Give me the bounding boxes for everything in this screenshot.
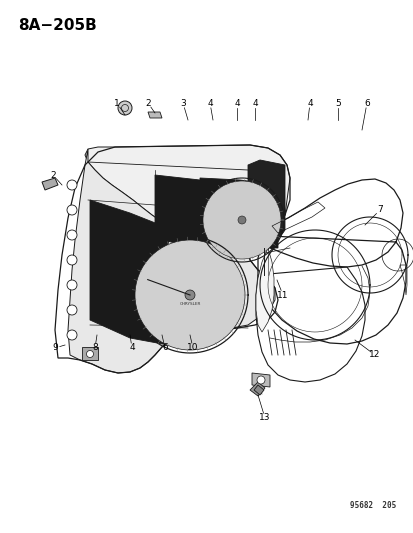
Polygon shape bbox=[199, 178, 277, 248]
Text: 5: 5 bbox=[334, 99, 340, 108]
Polygon shape bbox=[252, 373, 269, 387]
Text: 95682  205: 95682 205 bbox=[349, 501, 395, 510]
Text: 4: 4 bbox=[252, 99, 257, 108]
Circle shape bbox=[237, 216, 245, 224]
Polygon shape bbox=[90, 200, 168, 345]
Text: 8: 8 bbox=[92, 343, 97, 352]
Circle shape bbox=[67, 180, 77, 190]
Circle shape bbox=[67, 305, 77, 315]
Circle shape bbox=[256, 376, 264, 384]
Text: 12: 12 bbox=[368, 351, 380, 359]
Text: 2: 2 bbox=[145, 99, 150, 108]
Text: 13: 13 bbox=[259, 414, 270, 423]
Text: 10: 10 bbox=[187, 343, 198, 352]
Polygon shape bbox=[254, 385, 263, 395]
Polygon shape bbox=[85, 145, 289, 238]
Circle shape bbox=[135, 240, 244, 350]
Text: 9: 9 bbox=[52, 343, 58, 352]
Circle shape bbox=[86, 351, 93, 358]
Circle shape bbox=[118, 101, 132, 115]
Text: 4: 4 bbox=[306, 99, 312, 108]
Circle shape bbox=[67, 330, 77, 340]
Polygon shape bbox=[249, 382, 264, 396]
Polygon shape bbox=[147, 112, 161, 118]
Polygon shape bbox=[42, 178, 58, 190]
Polygon shape bbox=[154, 175, 236, 252]
Text: 6: 6 bbox=[162, 343, 167, 352]
Circle shape bbox=[67, 280, 77, 290]
Polygon shape bbox=[82, 347, 98, 360]
Text: 1: 1 bbox=[114, 99, 120, 108]
Text: 6: 6 bbox=[363, 99, 369, 108]
Text: 2: 2 bbox=[50, 171, 56, 180]
Text: 4: 4 bbox=[234, 99, 239, 108]
Polygon shape bbox=[255, 248, 273, 332]
Text: 7: 7 bbox=[376, 206, 382, 214]
Polygon shape bbox=[247, 160, 284, 240]
Text: 8A−205B: 8A−205B bbox=[18, 18, 97, 33]
Text: CHRYSLER: CHRYSLER bbox=[179, 302, 200, 306]
Circle shape bbox=[67, 255, 77, 265]
Circle shape bbox=[67, 205, 77, 215]
Text: 11: 11 bbox=[277, 290, 288, 300]
Text: 4: 4 bbox=[129, 343, 135, 352]
Text: 4: 4 bbox=[206, 99, 212, 108]
Circle shape bbox=[202, 181, 280, 259]
Text: 3: 3 bbox=[180, 99, 185, 108]
Circle shape bbox=[67, 230, 77, 240]
Circle shape bbox=[185, 290, 195, 300]
Polygon shape bbox=[68, 149, 274, 373]
